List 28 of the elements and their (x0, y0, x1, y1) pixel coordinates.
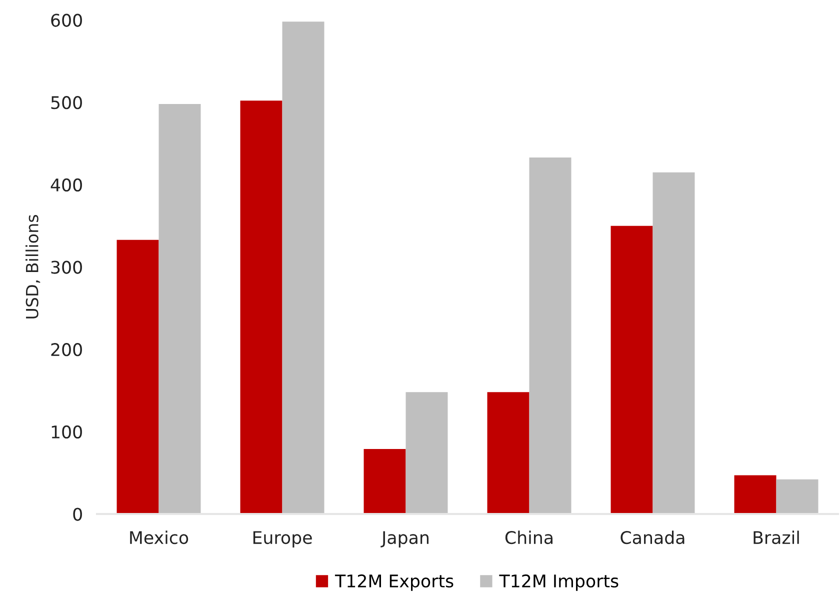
x-tick-label: Europe (253, 531, 312, 548)
x-tick-label: Mexico (130, 530, 188, 544)
y-tick-label: 100 (52, 425, 82, 439)
y-tick-label: 600 (51, 14, 82, 27)
bar (529, 157, 572, 514)
bar (652, 172, 695, 514)
bar (734, 475, 776, 514)
x-tick-label: Canada (620, 530, 684, 544)
bar (610, 226, 653, 514)
bar (240, 100, 282, 514)
bar (487, 392, 530, 514)
y-tick-label: 500 (51, 96, 82, 110)
bar (776, 479, 818, 514)
bar (364, 448, 406, 514)
x-tick-label: Brazil (754, 530, 799, 544)
y-tick-label: 400 (50, 178, 82, 192)
bar (116, 240, 159, 514)
y-tick-label: 300 (51, 260, 82, 274)
bar (406, 392, 448, 514)
x-tick-label: China (505, 530, 552, 544)
y-axis-title: USD, Billions (26, 215, 40, 318)
x-tick-label: Japan (380, 531, 428, 548)
legend-label: T12M Exports (334, 574, 454, 591)
bar (282, 22, 324, 514)
legend-label: T12M Imports (499, 574, 618, 591)
y-tick-label: 0 (73, 508, 82, 521)
bar (158, 104, 201, 514)
y-tick-label: 200 (51, 343, 82, 356)
